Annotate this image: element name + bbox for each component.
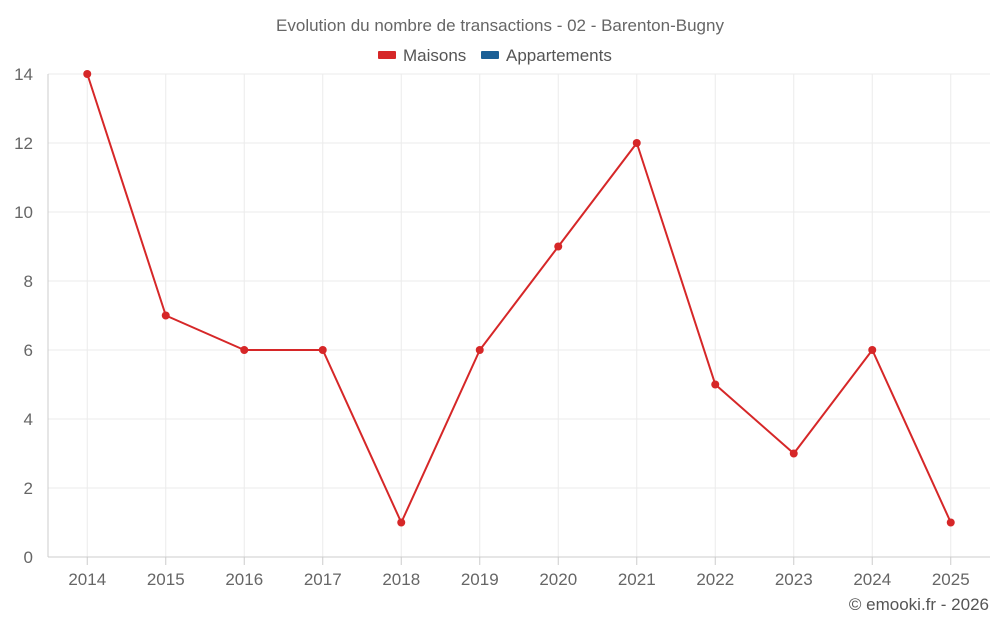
legend-label-appartements: Appartements [506, 46, 612, 65]
series-line-maisons [86, 73, 952, 524]
data-point-maisons-2014[interactable] [83, 70, 92, 78]
x-tick-label-2023: 2023 [775, 570, 813, 589]
y-tick-label-10: 10 [14, 203, 33, 222]
data-point-maisons-2018[interactable] [397, 518, 406, 527]
series-maisons [83, 70, 955, 527]
y-tick-label-0: 0 [24, 548, 33, 567]
data-point-maisons-2022[interactable] [711, 380, 720, 389]
credit-text: © emooki.fr - 2026 [849, 595, 989, 614]
legend-label-maisons: Maisons [403, 46, 466, 65]
data-point-maisons-2015[interactable] [161, 311, 170, 320]
data-point-maisons-2016[interactable] [240, 346, 249, 354]
legend-swatch-appartements [481, 51, 499, 59]
x-tick-label-2014: 2014 [68, 570, 106, 589]
y-tick-label-8: 8 [24, 272, 33, 291]
legend: Maisons Appartements [378, 46, 612, 65]
data-point-maisons-2024[interactable] [868, 346, 877, 354]
y-axis-ticks: 0 2 4 6 8 10 12 14 [14, 65, 33, 567]
grid [48, 73, 990, 557]
data-point-maisons-2025[interactable] [946, 518, 955, 527]
y-tick-label-4: 4 [24, 410, 33, 429]
legend-item-appartements[interactable]: Appartements [481, 46, 612, 65]
axes [47, 74, 990, 565]
y-tick-label-2: 2 [24, 479, 33, 498]
data-point-maisons-2019[interactable] [475, 346, 484, 354]
x-tick-label-2019: 2019 [461, 570, 499, 589]
x-tick-label-2018: 2018 [382, 570, 420, 589]
x-tick-label-2017: 2017 [304, 570, 342, 589]
legend-item-maisons[interactable]: Maisons [378, 46, 466, 65]
x-tick-label-2025: 2025 [932, 570, 970, 589]
x-tick-label-2015: 2015 [147, 570, 185, 589]
data-point-maisons-2020[interactable] [554, 242, 563, 251]
x-tick-label-2021: 2021 [618, 570, 656, 589]
y-tick-label-14: 14 [14, 65, 33, 84]
x-tick-label-2020: 2020 [539, 570, 577, 589]
x-tick-label-2024: 2024 [853, 570, 891, 589]
legend-swatch-maisons [378, 51, 396, 59]
x-tick-label-2022: 2022 [696, 570, 734, 589]
y-tick-label-6: 6 [24, 341, 33, 360]
data-point-maisons-2023[interactable] [789, 449, 798, 458]
data-point-maisons-2017[interactable] [318, 346, 327, 354]
data-point-maisons-2021[interactable] [632, 139, 641, 147]
chart-title: Evolution du nombre de transactions - 02… [276, 16, 724, 35]
x-tick-label-2016: 2016 [225, 570, 263, 589]
x-axis-ticks: 2014 2015 2016 2017 2018 2019 2020 2021 2022 2023… [68, 570, 969, 589]
y-tick-label-12: 12 [14, 134, 33, 153]
